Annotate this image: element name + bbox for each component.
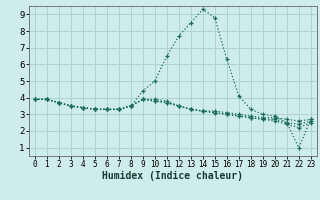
X-axis label: Humidex (Indice chaleur): Humidex (Indice chaleur) <box>102 171 243 181</box>
